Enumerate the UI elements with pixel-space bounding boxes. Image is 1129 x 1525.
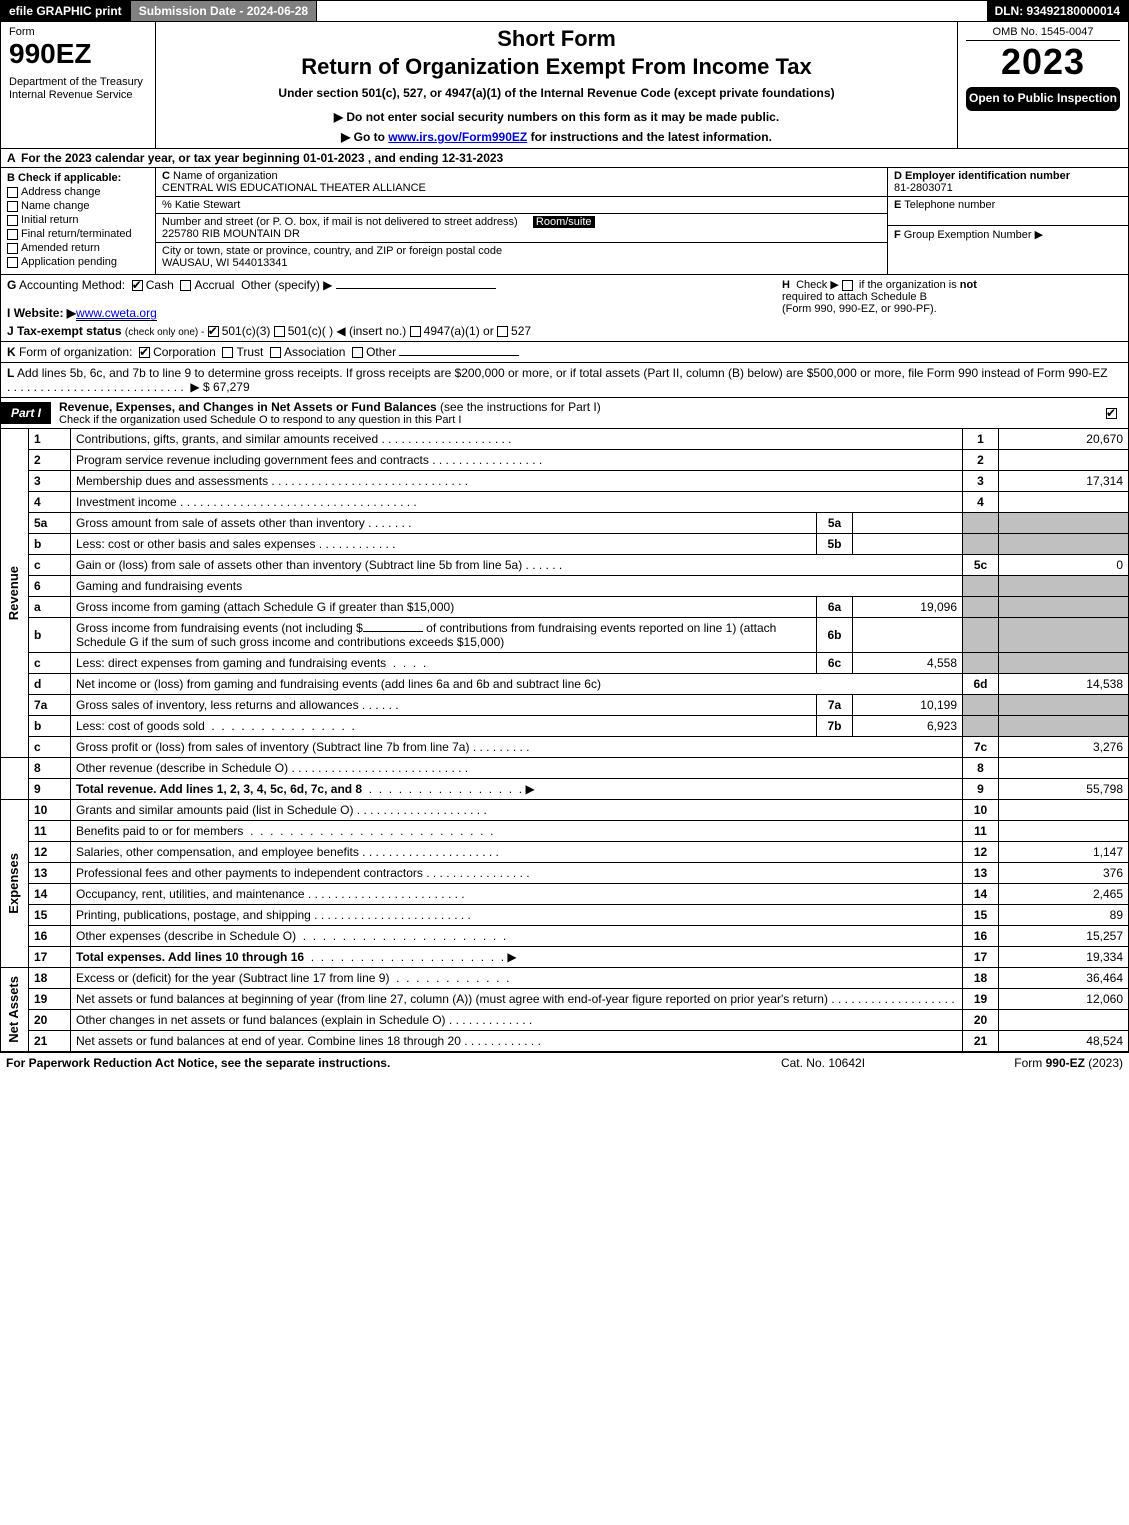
line-7a: 7aGross sales of inventory, less returns… — [1, 695, 1129, 716]
form-ref: Form 990-EZ (2023) — [923, 1056, 1123, 1070]
dept-treasury: Department of the Treasury Internal Reve… — [9, 76, 147, 102]
line-5b: bLess: cost or other basis and sales exp… — [1, 534, 1129, 555]
section-def: D Employer identification number 81-2803… — [888, 168, 1128, 274]
website-link[interactable]: www.cweta.org — [76, 306, 157, 321]
chk-accrual[interactable] — [180, 280, 191, 291]
section-l: L Add lines 5b, 6c, and 7b to line 9 to … — [0, 363, 1129, 398]
chk-application-pending[interactable]: Application pending — [7, 256, 149, 268]
line-9: 9Total revenue. Add lines 1, 2, 3, 4, 5c… — [1, 779, 1129, 800]
section-a: AFor the 2023 calendar year, or tax year… — [0, 149, 1129, 168]
chk-corporation[interactable] — [139, 347, 150, 358]
section-c: C Name of organization CENTRAL WIS EDUCA… — [156, 168, 888, 274]
header-right: OMB No. 1545-0047 2023 Open to Public In… — [958, 22, 1128, 148]
expenses-side-label: Expenses — [6, 853, 21, 914]
chk-amended-return[interactable]: Amended return — [7, 242, 149, 254]
chk-other-org[interactable] — [352, 347, 363, 358]
catalog-number: Cat. No. 10642I — [723, 1056, 923, 1070]
section-k: K Form of organization: Corporation Trus… — [0, 342, 1129, 363]
chk-initial-return[interactable]: Initial return — [7, 214, 149, 226]
netassets-side-label: Net Assets — [6, 976, 21, 1043]
line-19: 19Net assets or fund balances at beginni… — [1, 989, 1129, 1010]
line-16: 16Other expenses (describe in Schedule O… — [1, 926, 1129, 947]
section-gh: G Accounting Method: Cash Accrual Other … — [0, 275, 1129, 342]
form-number: 990EZ — [9, 38, 147, 70]
city-state-zip: WAUSAU, WI 544013341 — [162, 257, 288, 269]
line-11: 11Benefits paid to or for members . . . … — [1, 821, 1129, 842]
line-17: 17Total expenses. Add lines 10 through 1… — [1, 947, 1129, 968]
line-13: 13Professional fees and other payments t… — [1, 863, 1129, 884]
line-3: 3Membership dues and assessments . . . .… — [1, 471, 1129, 492]
room-suite-label: Room/suite — [533, 216, 595, 228]
form-footer: For Paperwork Reduction Act Notice, see … — [0, 1052, 1129, 1073]
chk-association[interactable] — [270, 347, 281, 358]
revenue-table: Revenue 1Contributions, gifts, grants, a… — [0, 429, 1129, 1052]
line-15: 15Printing, publications, postage, and s… — [1, 905, 1129, 926]
tax-year-range: For the 2023 calendar year, or tax year … — [21, 151, 503, 165]
chk-schedule-b[interactable] — [842, 280, 853, 291]
line-2: 2Program service revenue including gover… — [1, 450, 1129, 471]
line-6a: aGross income from gaming (attach Schedu… — [1, 597, 1129, 618]
line-12: 12Salaries, other compensation, and empl… — [1, 842, 1129, 863]
efile-print-label[interactable]: efile GRAPHIC print — [1, 1, 131, 21]
line-18: Net Assets 18Excess or (deficit) for the… — [1, 968, 1129, 989]
chk-name-change[interactable]: Name change — [7, 200, 149, 212]
line-20: 20Other changes in net assets or fund ba… — [1, 1010, 1129, 1031]
part-tab: Part I — [1, 402, 51, 424]
line-5c: cGain or (loss) from sale of assets othe… — [1, 555, 1129, 576]
line-21: 21Net assets or fund balances at end of … — [1, 1031, 1129, 1052]
chk-address-change[interactable]: Address change — [7, 186, 149, 198]
ein: 81-2803071 — [894, 182, 953, 194]
line-7c: cGross profit or (loss) from sales of in… — [1, 737, 1129, 758]
street-address: 225780 RIB MOUNTAIN DR — [162, 228, 300, 240]
chk-trust[interactable] — [222, 347, 233, 358]
chk-4947[interactable] — [410, 326, 421, 337]
topbar: efile GRAPHIC print Submission Date - 20… — [0, 0, 1129, 22]
form-title: Return of Organization Exempt From Incom… — [164, 54, 949, 80]
chk-501c3[interactable] — [208, 326, 219, 337]
chk-cash[interactable] — [132, 280, 143, 291]
line-6: 6Gaming and fundraising events — [1, 576, 1129, 597]
paperwork-notice: For Paperwork Reduction Act Notice, see … — [6, 1056, 723, 1070]
header-left: Form 990EZ Department of the Treasury In… — [1, 22, 156, 148]
line-10: Expenses 10Grants and similar amounts pa… — [1, 800, 1129, 821]
section-b: B Check if applicable: Address change Na… — [1, 168, 156, 274]
chk-final-return[interactable]: Final return/terminated — [7, 228, 149, 240]
line-8: 8Other revenue (describe in Schedule O) … — [1, 758, 1129, 779]
chk-schedule-o[interactable] — [1106, 408, 1117, 419]
submission-date: Submission Date - 2024-06-28 — [131, 1, 317, 21]
open-inspection-badge: Open to Public Inspection — [966, 87, 1120, 111]
line-14: 14Occupancy, rent, utilities, and mainte… — [1, 884, 1129, 905]
line-7b: bLess: cost of goods sold . . . . . . . … — [1, 716, 1129, 737]
line-6b: bGross income from fundraising events (n… — [1, 618, 1129, 653]
section-h: H Check ▶ if the organization is not req… — [782, 278, 1122, 338]
line-1: Revenue 1Contributions, gifts, grants, a… — [1, 429, 1129, 450]
section-bcdef: B Check if applicable: Address change Na… — [0, 168, 1129, 275]
tax-year: 2023 — [966, 41, 1120, 83]
header-sub1: Under section 501(c), 527, or 4947(a)(1)… — [164, 86, 949, 100]
care-of: % Katie Stewart — [156, 197, 887, 214]
revenue-side-label: Revenue — [6, 566, 21, 620]
header-center: Short Form Return of Organization Exempt… — [156, 22, 958, 148]
line-5a: 5aGross amount from sale of assets other… — [1, 513, 1129, 534]
arrow-icon: ▶ — [1035, 229, 1043, 241]
form-header: Form 990EZ Department of the Treasury In… — [0, 22, 1129, 149]
gross-receipts: $ 67,279 — [203, 380, 250, 394]
org-name: CENTRAL WIS EDUCATIONAL THEATER ALLIANCE — [162, 182, 426, 194]
irs-link[interactable]: www.irs.gov/Form990EZ — [388, 130, 527, 144]
part-i-header: Part I Revenue, Expenses, and Changes in… — [0, 398, 1129, 429]
header-sub2: ▶ Do not enter social security numbers o… — [164, 110, 949, 124]
header-sub3: ▶ Go to www.irs.gov/Form990EZ for instru… — [164, 130, 949, 144]
form-word: Form — [9, 26, 147, 38]
line-6c: cLess: direct expenses from gaming and f… — [1, 653, 1129, 674]
omb-number: OMB No. 1545-0047 — [966, 26, 1120, 41]
dln-label: DLN: 93492180000014 — [987, 1, 1128, 21]
line-6d: dNet income or (loss) from gaming and fu… — [1, 674, 1129, 695]
line-4: 4Investment income . . . . . . . . . . .… — [1, 492, 1129, 513]
chk-501c[interactable] — [274, 326, 285, 337]
short-form-label: Short Form — [164, 26, 949, 52]
chk-527[interactable] — [497, 326, 508, 337]
amt-1: 20,670 — [999, 429, 1129, 450]
